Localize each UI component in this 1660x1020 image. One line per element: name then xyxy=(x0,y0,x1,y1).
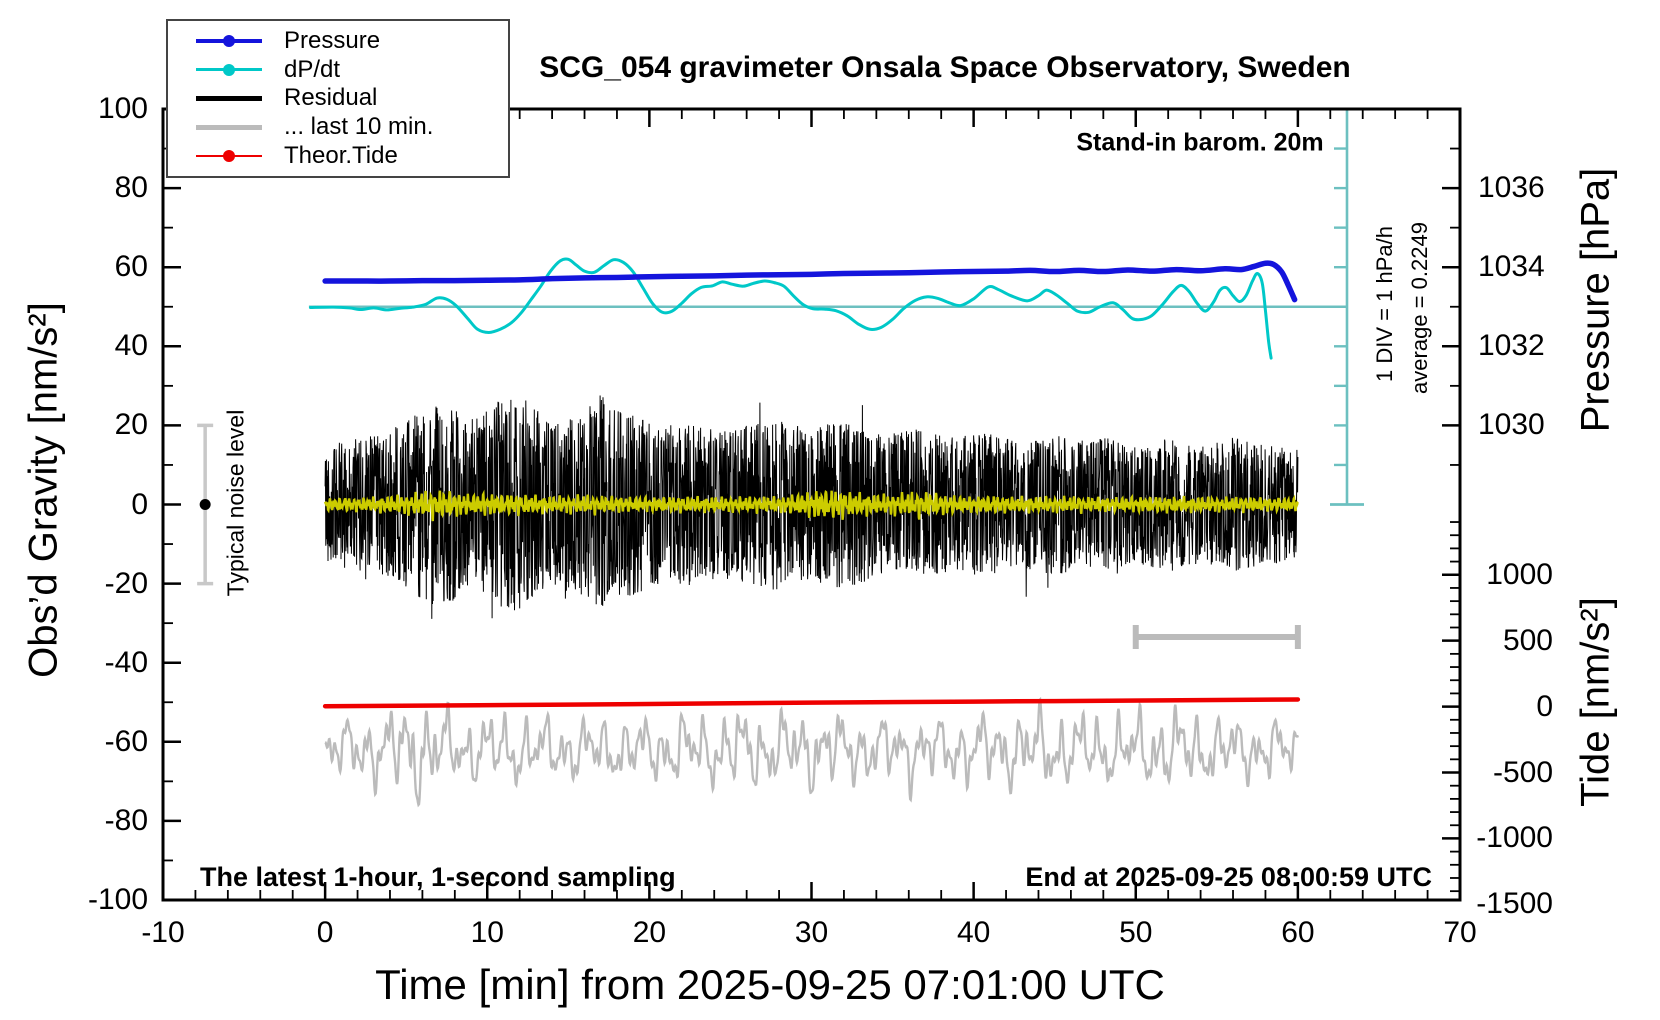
gravity-tick-label: -100 xyxy=(87,883,148,916)
pressure-tick-label: 1036 xyxy=(1478,171,1545,205)
x-tick-label: 50 xyxy=(1119,916,1153,949)
legend-line-sample xyxy=(196,35,262,48)
residual-series xyxy=(324,395,1299,619)
y-axis-title-gravity: Obs’d Gravity [nm/s²] xyxy=(21,302,66,678)
pressure-tick-label: 1030 xyxy=(1478,408,1545,442)
gravity-tick-label: -40 xyxy=(104,645,148,679)
gravity-tick-label: -80 xyxy=(104,803,148,837)
legend-line-sample xyxy=(196,95,262,101)
x-tick-label: 10 xyxy=(470,916,504,949)
gravity-tick-label: -60 xyxy=(104,724,148,758)
stand-in-barometer-note: Stand-in barom. 20m xyxy=(1076,128,1324,157)
x-axis-title: Time [min] from 2025-09-25 07:01:00 UTC xyxy=(375,961,1165,1008)
legend: Pressure dP/dt Residual... last 10 min. The… xyxy=(166,19,510,178)
x-tick-label: 20 xyxy=(632,916,667,949)
legend-item-pressure: Pressure xyxy=(168,27,508,55)
gravity-tick-label: 20 xyxy=(114,408,148,442)
tide-tick-label: -500 xyxy=(1492,755,1553,789)
tide-tick-label: 1000 xyxy=(1486,557,1553,591)
gravity-tick-label: 0 xyxy=(131,487,148,521)
theor-tide-series xyxy=(322,697,1301,709)
legend-line-sample xyxy=(196,63,262,76)
tide-tick-label: -1000 xyxy=(1476,821,1553,855)
legend-line-sample xyxy=(196,124,262,130)
tide-tick-label: 500 xyxy=(1502,623,1553,657)
y-axis-title-pressure: Pressure [hPa] xyxy=(1573,167,1618,433)
residual-smooth-series xyxy=(323,489,1299,522)
legend-item-theor-tide: Theor.Tide xyxy=(168,141,508,169)
noisy-series-group xyxy=(323,395,1300,808)
pressure-tick-label: 1034 xyxy=(1478,250,1545,284)
legend-item-dp-dt: dP/dt xyxy=(168,55,508,83)
legend-item-last-10-min: ... last 10 min. xyxy=(168,113,508,141)
noise-level-dot xyxy=(199,499,211,510)
legend-label: dP/dt xyxy=(284,55,341,83)
gravity-tick-label: 100 xyxy=(97,92,148,125)
legend-label: ... last 10 min. xyxy=(284,113,434,141)
x-tick-label: 0 xyxy=(316,916,334,949)
gravity-tick-label: -20 xyxy=(104,566,148,600)
gravity-tick-label: 40 xyxy=(114,329,148,363)
legend-line xyxy=(196,124,262,130)
legend-label: Pressure xyxy=(284,27,381,55)
y-axis-title-tide: Tide [nm/s²] xyxy=(1573,597,1618,807)
pressure-tick-label: 1032 xyxy=(1478,329,1545,363)
x-tick-label: 30 xyxy=(794,916,829,949)
legend-item-residual: Residual xyxy=(168,84,508,112)
legend-label: Theor.Tide xyxy=(284,141,398,169)
legend-line xyxy=(196,95,262,101)
legend-dot xyxy=(223,63,235,76)
legend-dot xyxy=(223,35,235,48)
dpdt-series xyxy=(309,257,1273,360)
page-title: SCG_054 gravimeter Onsala Space Observat… xyxy=(539,51,1351,84)
gravity-tick-label: 60 xyxy=(114,250,148,284)
x-tick-label: 70 xyxy=(1443,916,1477,949)
legend-line-sample xyxy=(196,149,262,162)
noise-level-label: Typical noise level xyxy=(222,409,249,597)
end-time-note: End at 2025-09-25 08:00:59 UTC xyxy=(1025,862,1432,892)
sampling-note: The latest 1-hour, 1-second sampling xyxy=(200,862,676,892)
legend-dot xyxy=(223,149,235,162)
ruler-division-note: 1 DIV = 1 hPa/h xyxy=(1372,226,1397,382)
x-tick-label: 40 xyxy=(956,916,991,949)
ruler-average-note: average = 0.2249 xyxy=(1407,222,1432,394)
x-tick-label: -10 xyxy=(141,916,185,949)
gravity-tick-label: 80 xyxy=(114,171,148,205)
pressure-series xyxy=(322,260,1298,303)
legend-label: Residual xyxy=(284,84,378,112)
tide-tick-label: -1500 xyxy=(1476,887,1553,921)
x-tick-label: 60 xyxy=(1281,916,1315,949)
tide-tick-label: 0 xyxy=(1536,689,1553,723)
last10-series xyxy=(324,696,1300,808)
